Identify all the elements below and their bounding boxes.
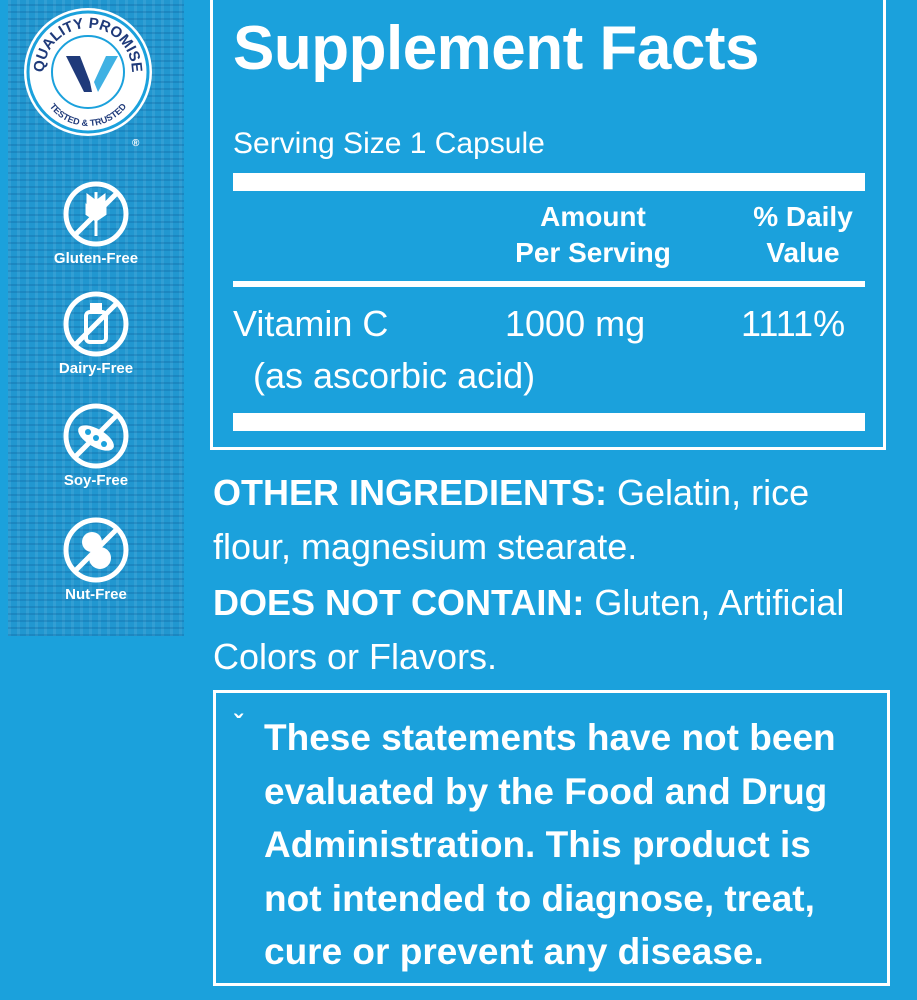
badge-gluten-free: Gluten-Free	[10, 180, 182, 267]
badge-soy-free: Soy-Free	[10, 402, 182, 489]
thick-divider	[233, 413, 865, 431]
thin-divider	[233, 281, 865, 287]
other-ingredients-label: OTHER INGREDIENTS:	[213, 472, 608, 513]
dv-header-line: Value	[766, 237, 840, 268]
nutrient-name: Vitamin C	[233, 303, 389, 344]
peanut-crossed-icon	[63, 517, 129, 583]
other-ingredients: OTHER INGREDIENTS: Gelatin, rice flour, …	[213, 466, 893, 574]
facts-title: Supplement Facts	[233, 14, 760, 83]
other-ingredients-text: Gelatin, rice flour, magnesium stearate.	[213, 472, 810, 567]
does-not-contain: DOES NOT CONTAIN: Gluten, Artificial Col…	[213, 576, 893, 684]
badge-dairy-free: Dairy-Free	[10, 290, 182, 377]
badge-label: Dairy-Free	[58, 360, 134, 377]
amount-header: Amount Per Serving	[493, 199, 693, 271]
badge-label: Soy-Free	[63, 472, 129, 489]
nutrient-amount: 1000 mg	[505, 303, 646, 344]
does-not-contain-text: Gluten, Artificial Colors or Flavors.	[213, 582, 845, 677]
dv-header: % Daily Value	[723, 199, 883, 271]
thick-divider	[233, 173, 865, 191]
nutrient-dv: 1111%	[741, 303, 846, 344]
disclaimer-text: These statements have not been evaluated…	[264, 717, 836, 972]
badge-label: Nut-Free	[65, 586, 127, 603]
dv-header-line: % Daily	[753, 201, 853, 232]
wheat-crossed-icon	[63, 181, 129, 247]
badge-nut-free: Nut-Free	[10, 516, 182, 603]
amount-header-line: Amount	[540, 201, 646, 232]
registered-mark: ®	[132, 138, 140, 149]
badge-label: Gluten-Free	[53, 250, 139, 267]
supplement-facts-panel: Supplement Facts Serving Size 1 Capsule …	[210, 0, 886, 450]
nutrient-source: (as ascorbic acid)	[253, 355, 536, 396]
milk-bottle-crossed-icon	[63, 291, 129, 357]
fda-disclaimer: ˇ These statements have not been evaluat…	[213, 690, 890, 986]
serving-size: Serving Size 1 Capsule	[233, 127, 545, 160]
soybean-crossed-icon	[63, 403, 129, 469]
seal-logo-icon: QUALITY PROMISE TESTED & TRUSTED	[26, 10, 150, 134]
amount-header-line: Per Serving	[515, 237, 671, 268]
quality-promise-seal: QUALITY PROMISE TESTED & TRUSTED	[24, 8, 152, 136]
does-not-contain-label: DOES NOT CONTAIN:	[213, 582, 585, 623]
disclaimer-mark: ˇ	[234, 709, 243, 739]
